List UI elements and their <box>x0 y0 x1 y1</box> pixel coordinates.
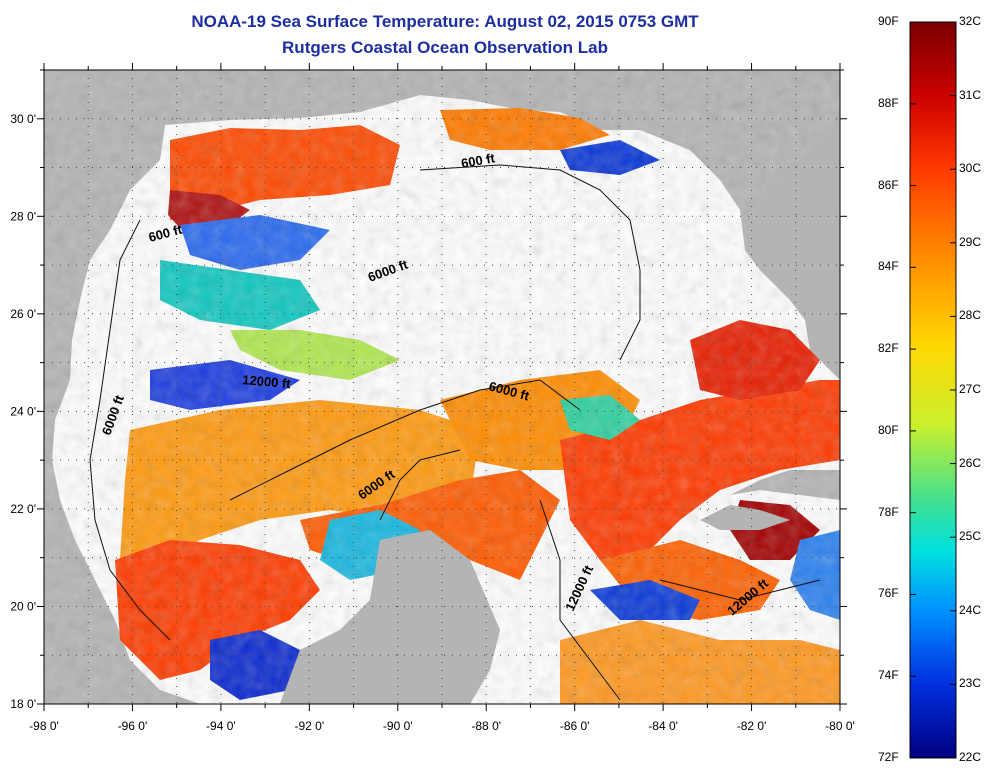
y-tick-label: 18 0' <box>10 697 36 711</box>
x-tick-label: -82 0' <box>737 719 767 733</box>
contour-label: 600 ft <box>460 150 497 171</box>
depth-contours <box>89 164 821 701</box>
colorbar-f-label: 74F <box>878 668 899 683</box>
cuba-land <box>700 505 790 530</box>
x-tick-label: -92 0' <box>295 719 325 733</box>
colorbar-f-label: 86F <box>878 177 899 192</box>
y-tick-label: 24 0' <box>10 404 36 418</box>
x-tick-label: -96 0' <box>118 719 148 733</box>
y-axis-labels: 18 0' 20 0' 22 0' 24 0' 26 0' 28 0' 30 0' <box>10 112 36 711</box>
colorbar-c-label: 22C <box>959 750 982 764</box>
colorbar-f-label: 76F <box>878 586 899 601</box>
florida-land <box>745 120 840 370</box>
colorbar-c-label: 32C <box>959 14 982 28</box>
axis-ticks <box>37 63 847 711</box>
y-tick-label: 28 0' <box>10 209 36 223</box>
colorbar-f-label: 84F <box>878 259 899 274</box>
colorbar-f-label: 78F <box>878 504 899 519</box>
map-subtitle: Rutgers Coastal Ocean Observation Lab <box>282 38 608 57</box>
colorbar-f-label: 82F <box>878 341 899 356</box>
x-axis-labels: -98 0' -96 0' -94 0' -92 0' -90 0' -88 0' -86 … <box>29 719 855 733</box>
y-tick-label: 22 0' <box>10 502 36 516</box>
colorbar-f-label: 72F <box>878 750 899 764</box>
y-tick-label: 26 0' <box>10 307 36 321</box>
x-tick-label: -84 0' <box>648 719 678 733</box>
x-tick-label: -86 0' <box>560 719 590 733</box>
colorbar-c-label: 25C <box>959 529 982 544</box>
colorbar-c-label: 31C <box>959 87 982 102</box>
y-tick-label: 30 0' <box>10 112 36 126</box>
x-tick-label: -90 0' <box>383 719 413 733</box>
colorbar-f-label: 80F <box>878 422 899 437</box>
yucatan-land <box>280 530 500 704</box>
colorbar-f-label: 90F <box>878 14 899 28</box>
x-tick-label: -80 0' <box>825 719 855 733</box>
x-tick-label: -88 0' <box>471 719 501 733</box>
colorbar-c-label: 24C <box>959 602 982 617</box>
x-tick-label: -98 0' <box>29 719 59 733</box>
colorbar-c-label: 23C <box>959 676 982 691</box>
x-tick-label: -94 0' <box>206 719 236 733</box>
map-title: NOAA-19 Sea Surface Temperature: August … <box>191 12 699 31</box>
colorbar-c-label: 26C <box>959 455 982 470</box>
colorbar-c-label: 28C <box>959 308 982 323</box>
colorbar-ticks <box>910 21 956 759</box>
y-tick-label: 20 0' <box>10 599 36 613</box>
colorbar-c-label: 27C <box>959 382 982 396</box>
colorbar <box>909 21 957 759</box>
graticule <box>44 70 840 704</box>
colorbar-f-label: 88F <box>878 95 899 110</box>
colorbar-c-label: 30C <box>959 161 982 176</box>
colorbar-c-label: 29C <box>959 234 982 249</box>
contour-label: 12000 ft <box>242 372 292 391</box>
